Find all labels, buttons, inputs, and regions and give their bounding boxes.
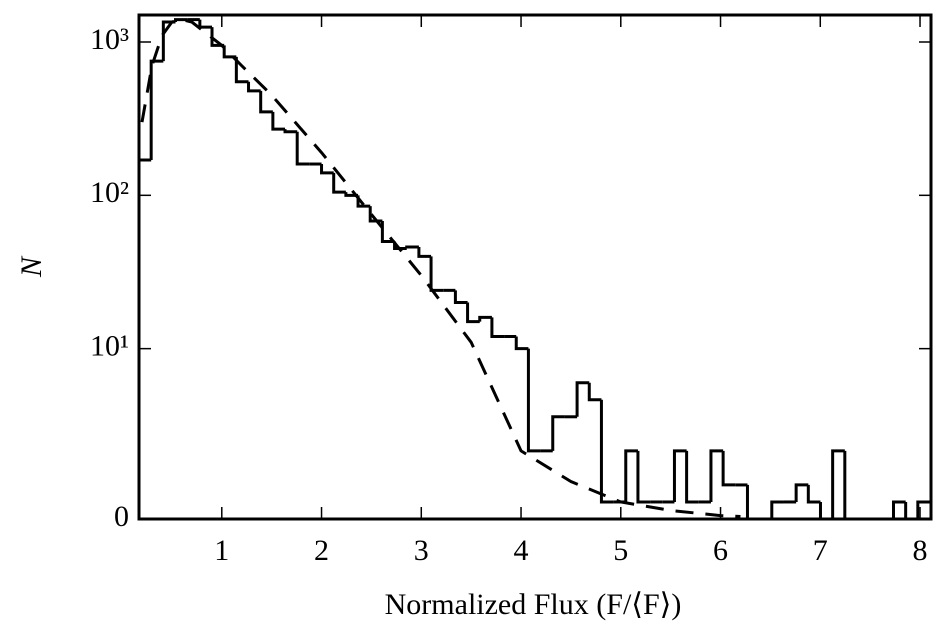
y-tick-label: 10² (90, 176, 129, 209)
histogram-bin (587, 382, 602, 402)
histogram-bin (295, 131, 310, 166)
histogram-bin (466, 302, 480, 324)
histogram-bin (453, 290, 468, 304)
histogram-bin (490, 317, 505, 339)
y-tick-label: 10³ (90, 23, 129, 56)
plot-frame (137, 13, 933, 521)
histogram-bin (149, 59, 164, 160)
histogram-bin (514, 336, 529, 351)
x-tick-label: 2 (314, 534, 329, 567)
histogram-bin (234, 56, 249, 84)
x-tick-label: 3 (414, 534, 429, 567)
histogram-bin (794, 483, 809, 502)
x-tick-label: 4 (514, 534, 529, 567)
histogram-bin (672, 449, 687, 502)
histogram-bin (709, 449, 724, 502)
histogram-bin (818, 501, 833, 519)
histogram-bin (636, 450, 651, 504)
histogram-bin (891, 500, 906, 519)
model-curve (140, 18, 741, 518)
histogram-bin (174, 18, 188, 23)
histogram-bin (770, 500, 784, 519)
histogram-bin (478, 315, 492, 322)
histogram-bin (320, 164, 334, 175)
x-tick-label: 5 (613, 534, 628, 567)
y-tick-label: 10¹ (90, 330, 129, 363)
histogram-bin (198, 19, 213, 29)
histogram-bin (843, 450, 857, 519)
x-tick-label: 8 (913, 534, 928, 567)
x-axis-label: Normalized Flux (F/⟨F⟩) (385, 588, 682, 621)
histogram-bin (685, 450, 699, 504)
histogram-bin (271, 111, 286, 131)
histogram-bin (831, 449, 845, 519)
histogram-bin (551, 415, 565, 451)
histogram-bin (745, 484, 760, 519)
histogram-bin (259, 90, 273, 114)
histogram-bin (806, 484, 821, 504)
histogram-bin (405, 245, 419, 249)
x-tick-label: 7 (813, 534, 828, 567)
histogram-bin (904, 501, 918, 519)
histogram-bin (139, 158, 152, 519)
histogram-bin (332, 172, 346, 194)
histogram-bin (222, 45, 237, 59)
histogram-bin (247, 81, 261, 93)
histogram-bin (283, 129, 298, 134)
histogram-bin (526, 348, 541, 453)
histogram-bin (575, 381, 590, 417)
histogram-bin (417, 247, 432, 258)
histogram-bin (721, 450, 736, 487)
histogram-bin (624, 449, 638, 502)
x-tick-label: 6 (713, 534, 728, 567)
histogram-bin (344, 192, 359, 197)
y-axis-label: N (15, 255, 48, 278)
histogram-bin (429, 256, 444, 292)
plot-area (139, 18, 931, 519)
y-tick-label: 0 (114, 500, 129, 533)
histogram-bin (916, 500, 931, 519)
histogram-bin (599, 399, 614, 504)
x-tick-label: 1 (214, 534, 229, 567)
